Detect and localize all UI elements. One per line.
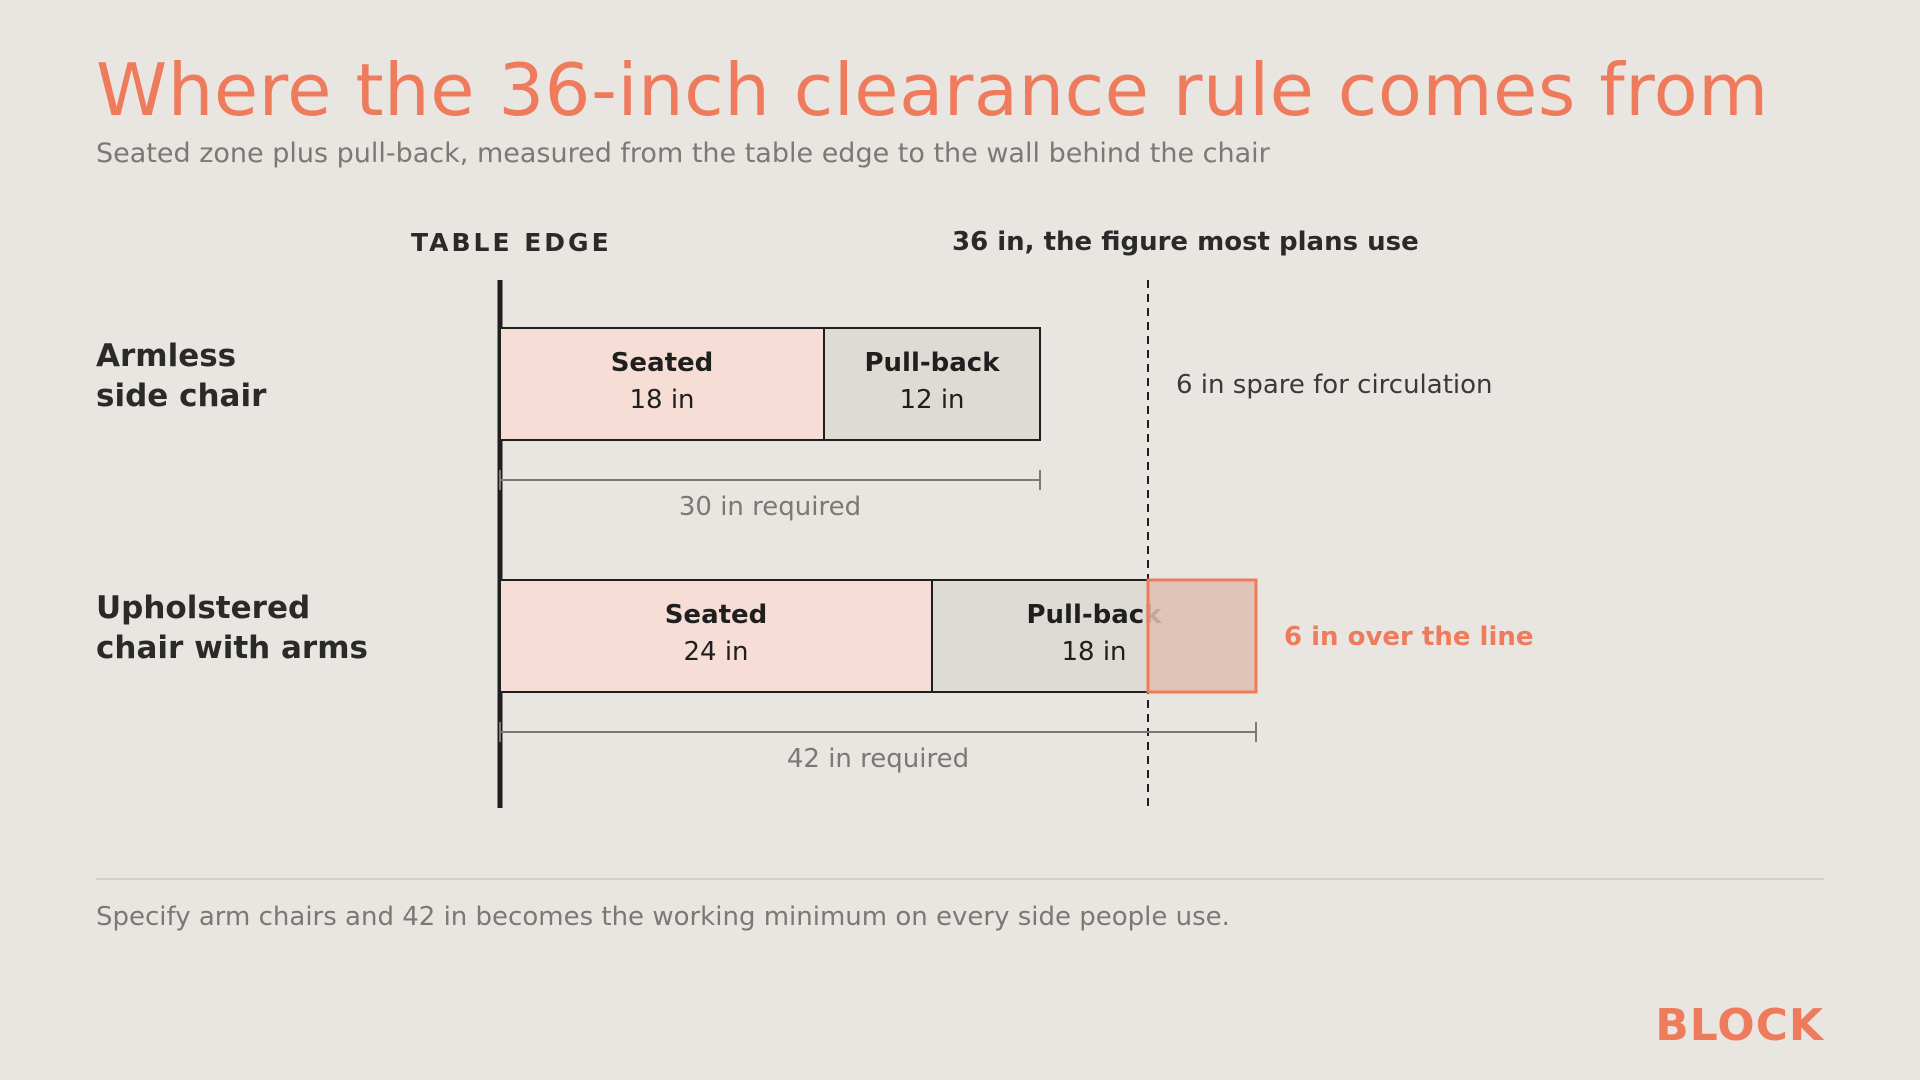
row-label-line: side chair — [96, 378, 267, 414]
footer-divider — [96, 878, 1824, 880]
footer-note: Specify arm chairs and 42 in becomes the… — [96, 902, 1230, 932]
row-label-line: Upholstered — [96, 590, 311, 626]
bar-segment-name: Pull-back — [864, 348, 1000, 378]
row-label-line: Armless — [96, 338, 237, 374]
bar-segment-name: Pull-back — [1026, 600, 1162, 630]
bar-segment-value-label: 18 in — [629, 385, 694, 415]
bar-segment-value-label: 24 in — [683, 637, 748, 667]
reference-line-label: 36 in, the figure most plans use — [952, 227, 1419, 257]
bar-segment-pullback — [823, 327, 1041, 441]
total-required-label: 42 in required — [787, 744, 969, 774]
page-subtitle: Seated zone plus pull-back, measured fro… — [96, 138, 1270, 169]
bar-segment-value-label: 18 in — [1061, 637, 1126, 667]
row-label-armless: Armless side chair — [96, 336, 266, 416]
over-line-note: 6 in over the line — [1284, 622, 1534, 652]
bar-segment-value-label: 12 in — [899, 385, 964, 415]
overflow-region — [1146, 578, 1258, 694]
bar-segment-seated — [499, 327, 825, 441]
bar-segment-name: Seated — [665, 600, 768, 630]
bar-segment-seated — [499, 579, 933, 693]
spare-circulation-note: 6 in spare for circulation — [1176, 370, 1493, 400]
row-label-upholstered: Upholstered chair with arms — [96, 588, 368, 668]
page-title: Where the 36-inch clearance rule comes f… — [96, 48, 1769, 132]
row-label-line: chair with arms — [96, 630, 368, 666]
table-edge-label: TABLE EDGE — [411, 228, 612, 257]
bar-segment-name: Seated — [611, 348, 714, 378]
brand-logo: BLOCK — [1655, 1000, 1824, 1051]
total-required-label: 30 in required — [679, 492, 861, 522]
